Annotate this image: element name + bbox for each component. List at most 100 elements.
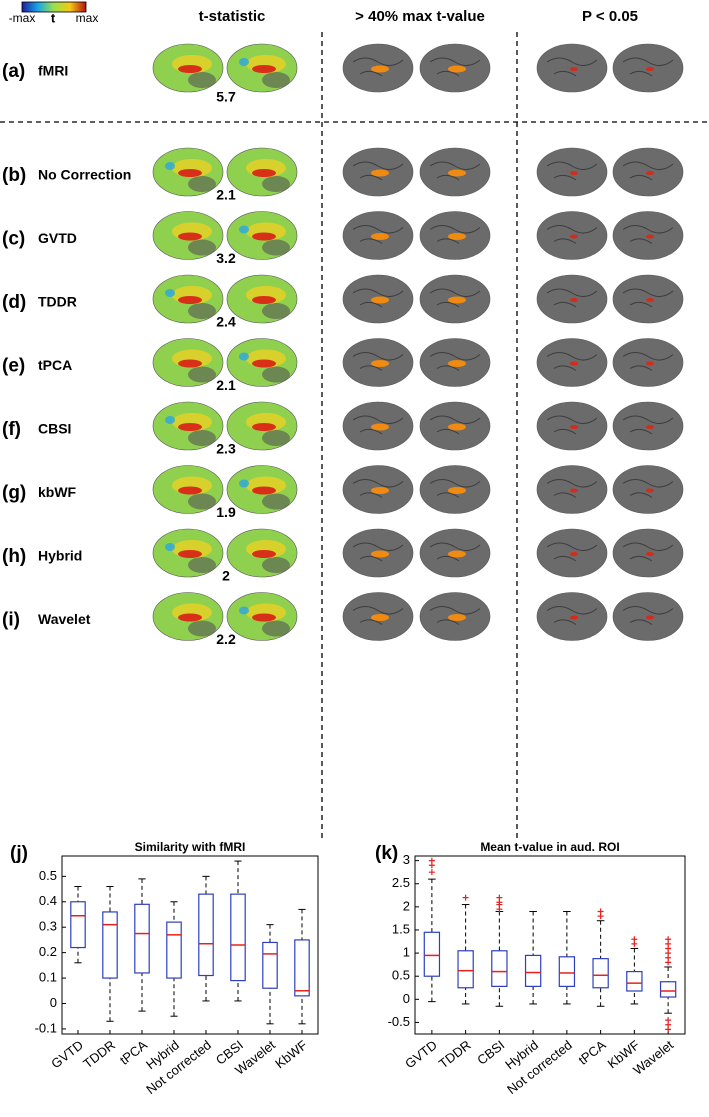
box (198, 893, 214, 977)
activation (570, 488, 578, 493)
y-tick-label: -0.1 (35, 1020, 57, 1035)
activation (570, 552, 578, 556)
brain-shade (188, 72, 216, 88)
activation (252, 169, 276, 177)
row-id: (f) (2, 419, 21, 440)
activation (646, 171, 654, 175)
sulcus (622, 479, 674, 498)
sulcus (352, 606, 404, 625)
brain-shade (188, 430, 216, 446)
sulcus (429, 288, 481, 308)
brain-shade (262, 366, 290, 383)
row-name: CBSI (38, 421, 71, 437)
box (294, 939, 310, 997)
x-tick-label: GVTD (48, 1037, 86, 1071)
brain-shade (188, 493, 216, 510)
activation (570, 171, 578, 175)
t-max: 2 (222, 568, 230, 584)
brain-shade (188, 620, 216, 637)
chart-title: Similarity with fMRI (135, 840, 246, 854)
sulcus (622, 288, 674, 308)
sulcus (546, 225, 598, 244)
x-tick-label: tPCA (575, 1037, 608, 1068)
brain-shade (188, 366, 216, 383)
activation (178, 550, 202, 558)
sulcus (546, 288, 598, 308)
box (659, 981, 677, 998)
sulcus (622, 225, 674, 244)
activation (178, 423, 202, 431)
activation (448, 169, 466, 177)
activation (178, 232, 202, 241)
sulcus (546, 352, 598, 371)
y-tick-label: 0.2 (39, 944, 57, 959)
activation (252, 359, 276, 368)
activation (371, 296, 389, 304)
activation (239, 58, 249, 66)
panel-label: (j) (10, 843, 28, 864)
brain-shade (262, 176, 290, 192)
brain-shade (262, 493, 290, 510)
box (423, 931, 441, 977)
box (134, 903, 150, 974)
x-tick-label: CBSI (474, 1037, 507, 1068)
activation (165, 289, 175, 297)
row-name: GVTD (38, 230, 77, 246)
sulcus (622, 542, 674, 562)
outlier (428, 869, 435, 876)
activation (239, 352, 249, 361)
brain-shade (262, 72, 290, 88)
brain-shade (188, 557, 216, 573)
activation (165, 416, 175, 424)
row-name: No Correction (38, 167, 131, 183)
row-id: (c) (2, 229, 25, 250)
y-tick-label: 1.5 (392, 921, 410, 936)
activation (371, 360, 389, 367)
outlier (496, 894, 503, 901)
row-id: (g) (2, 483, 26, 504)
brain-shade (262, 303, 290, 319)
t-max: 2.1 (216, 377, 236, 393)
activation (448, 487, 466, 494)
activation (570, 234, 578, 239)
activation (178, 359, 202, 368)
outlier (631, 936, 638, 943)
row-name: kbWF (38, 484, 77, 500)
row-id: (b) (2, 165, 26, 186)
sulcus (622, 415, 674, 435)
activation (371, 233, 389, 240)
activation (371, 487, 389, 494)
activation (448, 614, 466, 621)
box (102, 911, 118, 979)
activation (252, 613, 276, 622)
panel-label: (k) (375, 843, 398, 864)
box (70, 901, 86, 949)
activation (165, 543, 175, 551)
activation (646, 488, 654, 493)
box (230, 893, 246, 982)
box (558, 956, 576, 987)
row-name: TDDR (38, 294, 77, 310)
t-max: 2.2 (216, 631, 236, 647)
activation (646, 552, 654, 556)
box (524, 954, 542, 987)
sulcus (429, 606, 481, 625)
activation (646, 67, 654, 71)
sulcus (352, 288, 404, 308)
y-tick-label: 3 (403, 852, 410, 867)
row-name: Hybrid (38, 548, 82, 564)
activation (646, 361, 654, 366)
column-header: > 40% max t-value (355, 8, 485, 25)
activation (178, 296, 202, 304)
sulcus (622, 57, 674, 77)
activation (570, 67, 578, 71)
row-id: (h) (2, 546, 26, 567)
activation (570, 615, 578, 620)
activation (252, 550, 276, 558)
activation (252, 423, 276, 431)
activation (178, 486, 202, 495)
sulcus (429, 479, 481, 498)
outlier (665, 936, 672, 943)
activation (646, 425, 654, 429)
sulcus (622, 352, 674, 371)
